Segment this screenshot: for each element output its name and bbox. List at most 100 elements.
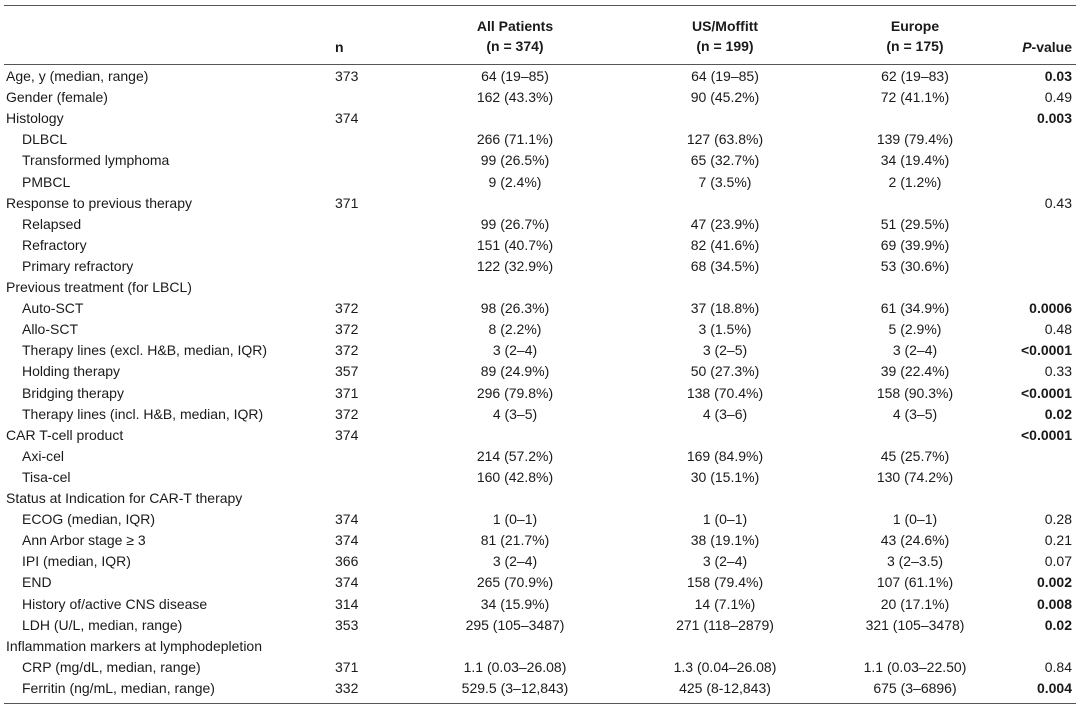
table-row: Ferritin (ng/mL, median, range) 332 529.5 … [0,678,1080,699]
cell-us-moffitt: 7 (3.5%) [698,173,752,190]
row-label: Therapy lines (excl. H&B, median, IQR) [22,342,268,359]
cell-n: 374 [335,511,359,528]
cell-europe: 158 (90.3%) [876,384,954,401]
header-rule [4,64,1076,65]
cell-p-value: 0.02 [1044,405,1072,422]
cell-all-patients: 151 (40.7%) [476,236,554,253]
table-row: Age, y (median, range) 373 64 (19–85) 64 (1… [0,66,1080,87]
cell-us-moffitt: 68 (34.5%) [690,257,760,274]
table-row: CAR T-cell product 374 <0.0001 [0,425,1080,446]
cell-europe: 3 (2–3.5) [886,553,944,570]
cell-p-value: 0.07 [1044,553,1072,570]
table-row: DLBCL 266 (71.1%) 127 (63.8%) 139 (79.4%) [0,129,1080,150]
cell-us-moffitt: 4 (3–6) [702,405,748,422]
cell-all-patients: 8 (2.2%) [488,321,542,338]
cell-n: 366 [335,553,359,570]
cell-all-patients: 99 (26.5%) [480,152,550,169]
header-us-moffitt: US/Moffitt (n = 199) [691,18,759,54]
cell-us-moffitt: 90 (45.2%) [690,89,760,106]
cell-europe: 321 (105–3478) [865,616,965,633]
cell-europe: 139 (79.4%) [876,131,954,148]
cell-us-moffitt: 1 (0–1) [702,511,748,528]
cell-n: 353 [335,616,359,633]
row-label: Previous treatment (for LBCL) [6,279,192,295]
cell-europe: 3 (2–4) [892,342,938,359]
cell-all-patients: 266 (71.1%) [476,131,554,148]
row-label: Histology [6,110,64,127]
cell-all-patients: 99 (26.7%) [480,215,550,232]
cell-us-moffitt: 38 (19.1%) [690,532,760,549]
table-row: Transformed lymphoma 99 (26.5%) 65 (32.7%)… [0,150,1080,171]
cell-p-value: 0.004 [1036,679,1072,696]
cell-n: 372 [335,321,359,338]
cell-europe: 4 (3–5) [892,405,938,422]
cell-us-moffitt: 158 (79.4%) [686,574,764,591]
table-row: Allo-SCT 372 8 (2.2%) 3 (1.5%) 5 (2.9%) 0.48 [0,319,1080,340]
cell-europe: 51 (29.5%) [880,215,950,232]
cell-us-moffitt: 82 (41.6%) [690,236,760,253]
header-n: n [335,39,344,55]
cell-p-value: 0.02 [1044,616,1072,633]
cell-all-patients: 122 (32.9%) [476,257,554,274]
cell-all-patients: 9 (2.4%) [488,173,542,190]
cell-n: 357 [335,363,359,380]
table-row: Relapsed 99 (26.7%) 47 (23.9%) 51 (29.5%) [0,214,1080,235]
row-label: ECOG (median, IQR) [22,511,156,528]
cell-all-patients: 81 (21.7%) [480,532,550,549]
cell-europe: 2 (1.2%) [888,173,942,190]
table-row: Bridging therapy 371 296 (79.8%) 138 (70.4%… [0,383,1080,404]
cell-us-moffitt: 3 (2–4) [702,553,748,570]
table-row: Therapy lines (excl. H&B, median, IQR) 37… [0,340,1080,361]
cell-all-patients: 3 (2–4) [492,553,538,570]
table-row: Ann Arbor stage ≥ 3 374 81 (21.7%) 38 (19.1… [0,530,1080,551]
cell-n: 371 [335,384,359,401]
cell-europe: 62 (19–83) [881,68,949,84]
table-row: Refractory 151 (40.7%) 82 (41.6%) 69 (39.9%… [0,235,1080,256]
cell-all-patients: 296 (79.8%) [476,384,554,401]
cell-us-moffitt: 127 (63.8%) [686,131,764,148]
cell-europe: 107 (61.1%) [876,574,954,591]
table-row: Axi-cel 214 (57.2%) 169 (84.9%) 45 (25.7%) [0,446,1080,467]
cell-us-moffitt: 64 (19–85) [691,68,759,84]
cell-p-value: <0.0001 [1021,342,1072,359]
cell-all-patients: 1.1 (0.03–26.08) [463,658,567,675]
table-row: Gender (female) 162 (43.3%) 90 (45.2%) 72 (… [0,87,1080,108]
cell-europe: 1.1 (0.03–22.50) [863,658,967,675]
cell-n: 371 [335,658,359,675]
cell-p-value: 0.0006 [1029,300,1072,317]
row-label: END [22,574,52,591]
row-label: CAR T-cell product [6,426,124,443]
row-label: IPI (median, IQR) [22,553,131,570]
table-row: Holding therapy 357 89 (24.9%) 50 (27.3%) 39… [0,361,1080,382]
cell-p-value: 0.84 [1044,658,1072,675]
row-label: Therapy lines (incl. H&B, median, IQR) [22,405,264,422]
header-europe: Europe (n = 175) [886,18,944,54]
cell-all-patients: 1 (0–1) [492,511,538,528]
cell-us-moffitt: 14 (7.1%) [694,595,756,612]
row-label: History of/active CNS disease [22,595,208,612]
cell-n: 374 [335,532,359,549]
cell-europe: 45 (25.7%) [880,447,950,464]
cell-n: 374 [335,574,359,591]
table-bottom-rule [4,703,1076,704]
table-row: Response to previous therapy 371 0.43 [0,193,1080,214]
cell-us-moffitt: 425 (8-12,843) [679,679,771,696]
row-label: Status at Indication for CAR-T therapy [6,490,243,506]
table-row: END 374 265 (70.9%) 158 (79.4%) 107 (61.1%) 0… [0,572,1080,593]
table-row: History of/active CNS disease 314 34 (15.9… [0,594,1080,615]
header-p-value: P-value [1022,39,1072,55]
table-row: ECOG (median, IQR) 374 1 (0–1) 1 (0–1) 1 (0–… [0,509,1080,530]
cell-n: 371 [335,194,359,211]
row-label: Gender (female) [6,89,108,106]
table-row: Histology 374 0.003 [0,108,1080,129]
cell-n: 372 [335,405,359,422]
table-row: Inflammation markers at lymphodepletion [0,636,1080,657]
row-label: Response to previous therapy [6,194,192,211]
row-label: Bridging therapy [22,384,124,401]
cell-p-value: 0.49 [1044,89,1072,106]
cell-europe: 675 (3–6896) [873,679,957,696]
cell-europe: 1 (0–1) [892,511,938,528]
row-label: PMBCL [22,173,71,190]
cell-p-value: 0.21 [1044,532,1072,549]
cell-p-value: 0.33 [1044,363,1072,380]
